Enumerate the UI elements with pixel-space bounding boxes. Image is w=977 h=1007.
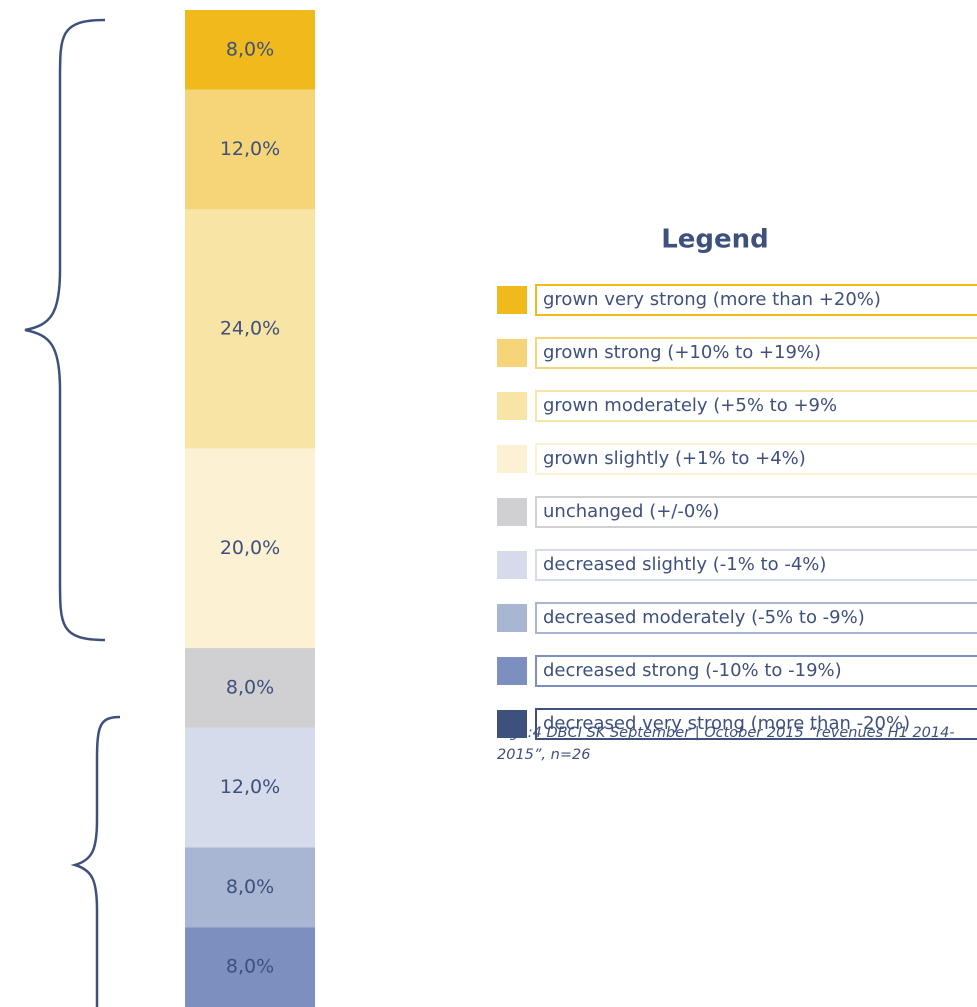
value-label: 8,0%: [226, 876, 274, 898]
bar-segment: [185, 648, 315, 728]
legend-box: [535, 655, 977, 687]
bar-segment: [185, 847, 315, 928]
legend-swatch: [497, 445, 527, 473]
legend-box: [535, 443, 977, 475]
value-label: 8,0%: [226, 38, 274, 60]
legend-box: [535, 390, 977, 422]
legend-swatch: [497, 392, 527, 420]
bar-segment: [185, 209, 315, 449]
legend-label: unchanged (+/-0%): [543, 501, 719, 522]
legend-label: decreased moderately (-5% to -9%): [543, 607, 865, 628]
legend-label: grown strong (+10% to +19%): [543, 342, 821, 363]
value-label: 8,0%: [226, 956, 274, 978]
legend-swatch: [497, 286, 527, 314]
bar-segment: [185, 448, 315, 649]
legend-box: [535, 602, 977, 634]
caption: Fig. :4 DBCI SK September | October 2015…: [497, 725, 955, 763]
legend-label: grown moderately (+5% to +9%: [543, 395, 837, 416]
legend-swatch: [497, 339, 527, 367]
legend-box: [535, 337, 977, 369]
bar-segment: [185, 89, 315, 210]
value-label: 12,0%: [220, 776, 280, 798]
value-label: 12,0%: [220, 138, 280, 160]
value-label: 8,0%: [226, 676, 274, 698]
brace: [24, 18, 106, 642]
legend-box: [535, 284, 977, 316]
legend-label: decreased slightly (-1% to -4%): [543, 554, 826, 575]
legend-swatch: [497, 498, 527, 526]
brace: [70, 715, 121, 1007]
legend-label: decreased very strong (more than -20%): [543, 713, 910, 734]
legend-box: [535, 708, 977, 740]
legend-box: [535, 549, 977, 581]
legend-swatch: [497, 551, 527, 579]
value-label: 20,0%: [220, 537, 280, 559]
value-label: 24,0%: [220, 318, 280, 340]
bar-segment: [185, 927, 315, 1007]
legend-swatch: [497, 657, 527, 685]
legend-swatch: [497, 710, 527, 738]
legend-label: grown very strong (more than +20%): [543, 289, 881, 310]
legend-label: decreased strong (-10% to -19%): [543, 660, 842, 681]
legend-box: [535, 496, 977, 528]
bar-segment: [185, 10, 315, 90]
legend-label: grown slightly (+1% to +4%): [543, 448, 806, 469]
legend-title: Legend: [661, 225, 769, 255]
bar-segment: [185, 727, 315, 848]
legend-swatch: [497, 604, 527, 632]
